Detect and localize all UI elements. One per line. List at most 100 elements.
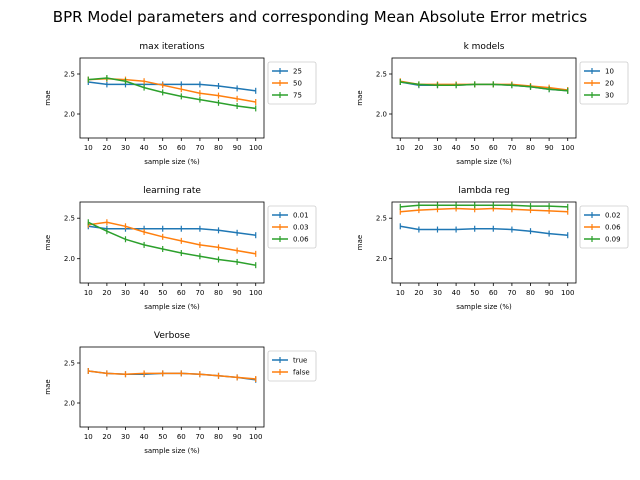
x-tick-label: 10 <box>84 433 93 441</box>
chart-title: lambda reg <box>458 186 509 196</box>
legend-entry: 0.02 <box>605 212 621 220</box>
series-line <box>88 221 256 255</box>
x-tick-label: 100 <box>561 289 574 297</box>
x-tick-label: 10 <box>396 144 405 152</box>
legend-entry: 20 <box>605 80 614 88</box>
x-tick-label: 70 <box>507 144 516 152</box>
legend-entry: 10 <box>605 68 614 76</box>
x-tick-label: 100 <box>249 144 262 152</box>
x-tick-label: 10 <box>396 289 405 297</box>
y-tick-label: 2.0 <box>376 111 387 119</box>
chart-panel: Verbose 10 20 30 40 50 60 70 80 90 100 2.0 2.5 sample… <box>44 331 317 455</box>
x-tick-label: 30 <box>121 144 130 152</box>
x-tick-label: 100 <box>249 433 262 441</box>
x-tick-label: 70 <box>195 144 204 152</box>
legend-entry: 0.01 <box>293 212 309 220</box>
x-axis-label: sample size (%) <box>144 158 200 166</box>
plot-frame <box>79 346 265 428</box>
x-tick-label: 80 <box>526 144 535 152</box>
y-axis-label: mae <box>44 235 52 250</box>
legend-entry: 0.09 <box>605 236 621 244</box>
x-tick-label: 90 <box>545 289 554 297</box>
y-tick-label: 2.0 <box>64 111 75 119</box>
x-tick-label: 60 <box>177 433 186 441</box>
x-tick-label: 20 <box>102 433 111 441</box>
plot-frame <box>79 57 265 139</box>
x-tick-label: 90 <box>545 144 554 152</box>
legend-entry: 25 <box>293 68 302 76</box>
chart-title: learning rate <box>143 186 201 196</box>
x-tick-label: 40 <box>140 433 149 441</box>
x-tick-label: 40 <box>140 289 149 297</box>
x-tick-label: 70 <box>507 289 516 297</box>
x-tick-label: 50 <box>470 144 479 152</box>
figure-suptitle: BPR Model parameters and corresponding M… <box>53 8 588 26</box>
legend-entry: true <box>293 357 307 365</box>
legend-entry: 50 <box>293 80 302 88</box>
x-tick-label: 30 <box>433 144 442 152</box>
x-tick-label: 90 <box>233 289 242 297</box>
x-tick-label: 40 <box>452 289 461 297</box>
x-axis-label: sample size (%) <box>144 447 200 455</box>
series-line <box>400 225 568 236</box>
x-tick-label: 10 <box>84 289 93 297</box>
series-line <box>400 204 568 208</box>
x-tick-label: 40 <box>452 144 461 152</box>
x-tick-label: 20 <box>102 144 111 152</box>
y-axis-label: mae <box>44 379 52 394</box>
legend-box <box>267 350 317 382</box>
series-line <box>88 370 256 380</box>
x-tick-label: 60 <box>177 289 186 297</box>
legend-entry: 30 <box>605 92 614 100</box>
x-tick-label: 40 <box>140 144 149 152</box>
series-line <box>400 207 568 213</box>
chart-panel: learning rate 10 20 30 40 50 60 70 80 90 100 2.0 2.5… <box>44 186 317 311</box>
chart-panel: k models 10 20 30 40 50 60 70 80 90 100 2.0 2.5 sampl… <box>356 42 629 166</box>
y-axis-label: mae <box>356 90 364 105</box>
series-line <box>88 370 256 381</box>
y-tick-label: 2.0 <box>376 255 387 263</box>
x-tick-label: 10 <box>84 144 93 152</box>
chart-title: Verbose <box>154 331 191 341</box>
legend-entry: 0.06 <box>293 236 309 244</box>
legend-entry: 75 <box>293 92 302 100</box>
legend-entry: 0.06 <box>605 224 621 232</box>
y-tick-label: 2.5 <box>64 71 75 79</box>
x-tick-label: 20 <box>102 289 111 297</box>
y-tick-label: 2.5 <box>376 215 387 223</box>
chart-panel: lambda reg 10 20 30 40 50 60 70 80 90 100 2.0 2.5 sam… <box>356 186 629 311</box>
plot-frame <box>79 201 265 284</box>
plot-frame <box>391 57 577 139</box>
x-tick-label: 20 <box>414 144 423 152</box>
x-axis-label: sample size (%) <box>456 158 512 166</box>
series-line <box>88 78 256 103</box>
x-tick-label: 80 <box>214 144 223 152</box>
x-tick-label: 80 <box>526 289 535 297</box>
x-tick-label: 70 <box>195 433 204 441</box>
chart-title: max iterations <box>139 42 204 52</box>
plot-frame <box>391 201 577 284</box>
x-tick-label: 60 <box>177 144 186 152</box>
x-tick-label: 60 <box>489 289 498 297</box>
x-tick-label: 80 <box>214 289 223 297</box>
x-tick-label: 90 <box>233 433 242 441</box>
y-axis-label: mae <box>356 235 364 250</box>
x-tick-label: 50 <box>158 433 167 441</box>
y-tick-label: 2.5 <box>64 360 75 368</box>
x-tick-label: 90 <box>233 144 242 152</box>
x-tick-label: 30 <box>121 289 130 297</box>
y-tick-label: 2.0 <box>64 400 75 408</box>
x-tick-label: 100 <box>561 144 574 152</box>
y-tick-label: 2.5 <box>376 71 387 79</box>
x-tick-label: 80 <box>214 433 223 441</box>
series-line <box>88 225 256 236</box>
x-axis-label: sample size (%) <box>456 303 512 311</box>
series-line <box>88 77 256 110</box>
x-tick-label: 30 <box>121 433 130 441</box>
x-tick-label: 70 <box>195 289 204 297</box>
y-axis-label: mae <box>44 90 52 105</box>
x-tick-label: 50 <box>470 289 479 297</box>
series-line <box>88 81 256 92</box>
x-tick-label: 60 <box>489 144 498 152</box>
